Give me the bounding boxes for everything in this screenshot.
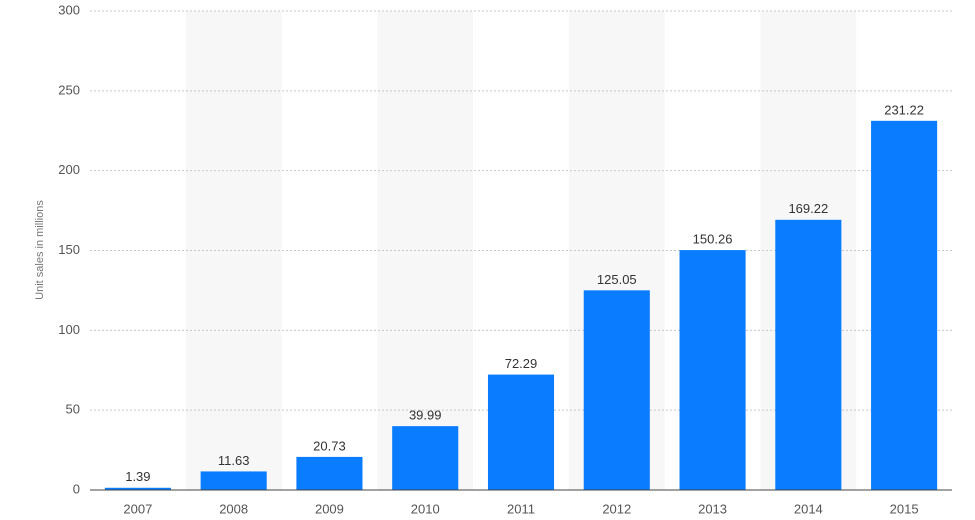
y-tick-label: 150: [58, 242, 80, 257]
bar: [775, 219, 842, 490]
bar: [487, 374, 555, 490]
value-label: 20.73: [313, 438, 346, 453]
bar: [679, 250, 746, 490]
band-shade: [185, 11, 282, 490]
y-tick-label: 100: [58, 322, 80, 337]
value-label: 150.26: [693, 232, 733, 247]
bar: [583, 290, 650, 490]
x-tick-label: 2009: [315, 501, 344, 516]
y-tick-label: 250: [58, 82, 80, 97]
x-tick-label: 2014: [794, 501, 823, 516]
value-label: 231.22: [884, 102, 924, 117]
y-tick-label: 300: [58, 2, 80, 17]
y-tick-label: 200: [58, 162, 80, 177]
value-label: 39.99: [409, 408, 442, 423]
bar: [392, 426, 459, 490]
x-tick-label: 2011: [507, 501, 535, 516]
x-tick-label: 2007: [123, 501, 152, 516]
y-tick-label: 50: [66, 402, 80, 417]
bar: [871, 120, 938, 491]
y-axis-label: Unit sales in millions: [34, 200, 46, 300]
x-tick-label: 2008: [219, 501, 248, 516]
bar: [296, 456, 363, 490]
value-label: 1.39: [125, 469, 150, 484]
y-tick-label: 0: [73, 481, 80, 496]
x-tick-label: 2012: [602, 501, 631, 516]
value-label: 72.29: [505, 356, 538, 371]
x-tick-label: 2013: [698, 501, 727, 516]
bar: [104, 487, 171, 490]
bar: [200, 471, 267, 490]
x-tick-label: 2010: [411, 501, 440, 516]
value-label: 125.05: [597, 272, 637, 287]
band-shade: [377, 11, 474, 490]
value-label: 169.22: [788, 201, 828, 216]
value-label: 11.63: [218, 453, 250, 468]
x-tick-label: 2015: [890, 501, 919, 516]
